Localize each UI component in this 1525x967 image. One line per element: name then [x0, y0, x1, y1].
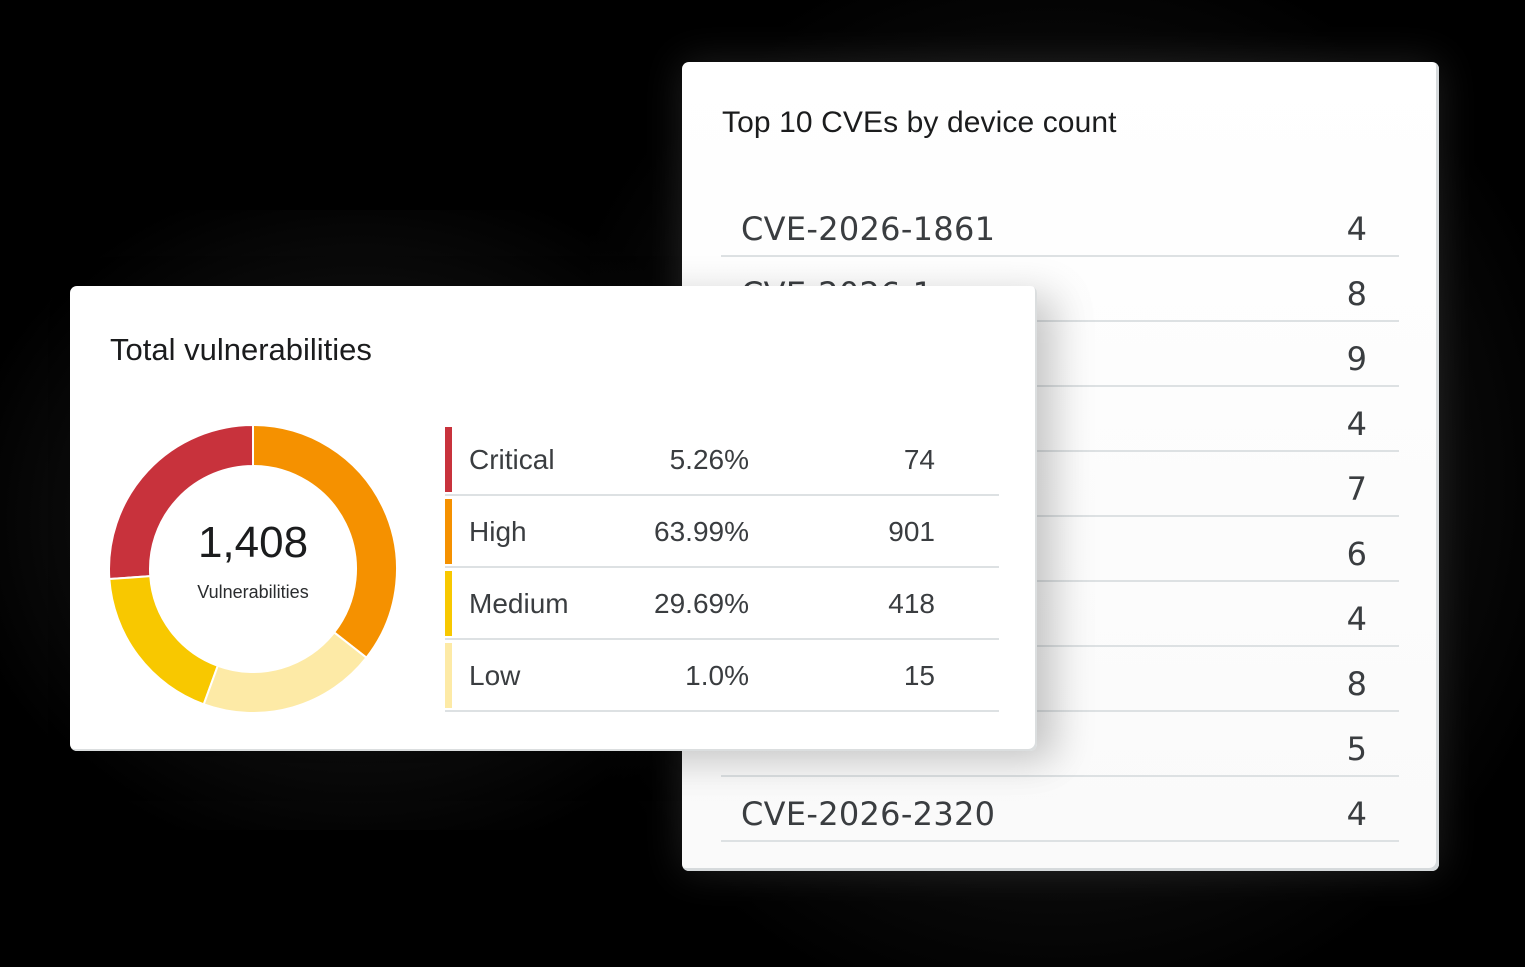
device-count: 6: [1346, 535, 1367, 573]
severity-donut-chart: [108, 424, 398, 714]
cve-row[interactable]: 6: [721, 517, 1399, 582]
donut-segment-high[interactable]: [252, 424, 398, 660]
cve-row[interactable]: 8: [721, 647, 1399, 712]
device-count: 4: [1346, 210, 1367, 248]
donut-segment-low[interactable]: [202, 631, 368, 714]
severity-count: 901: [888, 516, 935, 547]
cve-id: CVE-2026-2320: [741, 795, 996, 833]
device-count: 7: [1346, 470, 1367, 508]
device-count: 4: [1346, 405, 1367, 443]
severity-color-bar: [445, 499, 452, 564]
severity-legend: Critical 5.26% 74 High 63.99% 901 Medium…: [445, 424, 999, 712]
severity-count: 418: [888, 588, 935, 619]
severity-color-bar: [445, 643, 452, 708]
device-count: 8: [1346, 275, 1367, 313]
cve-row[interactable]: 4: [721, 387, 1399, 452]
cve-row[interactable]: CVE-2026-1861 4: [721, 192, 1399, 257]
severity-row-low[interactable]: Low 1.0% 15: [445, 640, 999, 712]
device-count: 5: [1346, 730, 1367, 768]
donut-segment-medium[interactable]: [108, 575, 220, 706]
total-label: Vulnerabilities: [197, 581, 309, 602]
cve-card-title: Top 10 CVEs by device count: [722, 106, 1117, 139]
cve-row[interactable]: 4: [721, 582, 1399, 647]
severity-percent: 63.99%: [654, 516, 749, 547]
severity-row-high[interactable]: High 63.99% 901: [445, 496, 999, 568]
severity-percent: 5.26%: [669, 444, 749, 475]
cve-row[interactable]: 9: [721, 322, 1399, 387]
device-count: 8: [1346, 665, 1367, 703]
severity-count: 74: [903, 444, 935, 475]
cve-row[interactable]: 5: [721, 712, 1399, 777]
severity-color-bar: [445, 427, 452, 492]
cve-row[interactable]: CVE-2026-2320 4: [721, 777, 1399, 842]
severity-name: Medium: [469, 588, 569, 619]
donut-center: 1,408 Vulnerabilities: [108, 424, 398, 714]
device-count: 4: [1346, 600, 1367, 638]
severity-row-critical[interactable]: Critical 5.26% 74: [445, 424, 999, 496]
severity-name: High: [469, 516, 527, 547]
device-count: 4: [1346, 795, 1367, 833]
device-count: 9: [1346, 340, 1367, 378]
severity-name: Critical: [469, 444, 555, 475]
cve-row[interactable]: 7: [721, 452, 1399, 517]
severity-percent: 1.0%: [685, 660, 749, 691]
total-vulnerabilities-card: Total vulnerabilities 1,408 Vulnerabilit…: [70, 286, 1037, 751]
severity-color-bar: [445, 571, 452, 636]
severity-count: 15: [903, 660, 935, 691]
total-count: 1,408: [197, 517, 309, 567]
vuln-card-title: Total vulnerabilities: [110, 332, 372, 367]
severity-row-medium[interactable]: Medium 29.69% 418: [445, 568, 999, 640]
severity-percent: 29.69%: [654, 588, 749, 619]
severity-name: Low: [469, 660, 521, 691]
cve-id: CVE-2026-1861: [741, 210, 996, 248]
